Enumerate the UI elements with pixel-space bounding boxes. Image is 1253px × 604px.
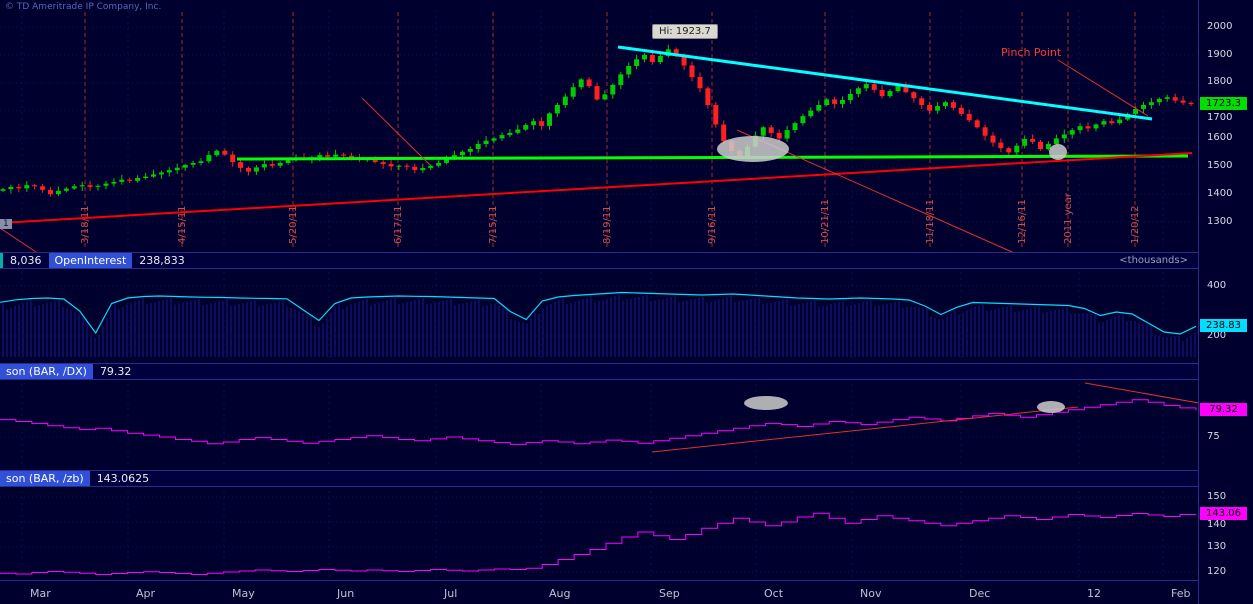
zb-tick: 140 (1207, 519, 1227, 530)
month-label: Sep (659, 587, 680, 600)
open-interest-study-label[interactable]: OpenInterest (48, 253, 133, 268)
price-tick: 1300 (1207, 216, 1233, 227)
highlight-ellipses[interactable] (717, 136, 1067, 413)
dx-comparison-series (0, 399, 1197, 445)
svg-text:7/15/11: 7/15/11 (488, 205, 499, 244)
zb-tick: 130 (1207, 541, 1227, 552)
volume-value: 8,036 (10, 254, 42, 267)
price-tick: 1900 (1207, 49, 1233, 60)
month-label: Apr (136, 587, 156, 600)
month-label: Mar (30, 587, 51, 600)
svg-text:8/19/11: 8/19/11 (602, 205, 613, 244)
grid-lines (0, 10, 1196, 577)
month-label: Feb (1171, 587, 1191, 600)
zb-comparison-statusbar: son (BAR, /zb) 143.0625 (0, 470, 1198, 487)
price-tick: 2000 (1207, 21, 1233, 32)
price-tick: 1600 (1207, 132, 1233, 143)
month-label: 12 (1087, 587, 1101, 600)
oi-tick: 400 (1207, 280, 1227, 291)
thousands-unit-note: <thousands> (1119, 255, 1188, 266)
month-label: Jun (337, 587, 355, 600)
svg-text:4/15/11: 4/15/11 (177, 205, 188, 244)
candlestick-series (0, 44, 1194, 197)
price-axis[interactable]: 2000 1900 1800 1700 1600 1500 1400 1300 … (1198, 0, 1253, 604)
price-tick: 1800 (1207, 76, 1233, 87)
panel-accent-mark (0, 253, 3, 268)
open-interest-statusbar: 8,036 OpenInterest 238,833 <thousands> (0, 252, 1198, 269)
zb-tick: 120 (1207, 566, 1227, 577)
dx-study-label[interactable]: son (BAR, /DX) (0, 364, 93, 379)
svg-text:1/20/12: 1/20/12 (1130, 205, 1141, 244)
rising-support-line[interactable] (0, 152, 1193, 224)
dx-comparison-statusbar: son (BAR, /DX) 79.32 (0, 363, 1198, 380)
oi-tick: 200 (1207, 330, 1227, 341)
dx-tick: 75 (1207, 431, 1220, 442)
svg-text:5/20/11: 5/20/11 (288, 205, 299, 244)
svg-text:6/17/11: 6/17/11 (393, 205, 404, 244)
svg-text:2011 year: 2011 year (1063, 192, 1074, 244)
zb-tick: 150 (1207, 491, 1227, 502)
downtrend-resistance-line[interactable] (617, 45, 1153, 121)
dx-value-badge: 79.32 (1200, 403, 1247, 416)
month-label: Dec (969, 587, 991, 600)
svg-text:3/18/11: 3/18/11 (80, 205, 91, 244)
copyright-text: © TD Ameritrade IP Company, Inc. (5, 2, 162, 12)
price-tick: 1700 (1207, 112, 1233, 123)
last-price-badge: 1723.3 (1200, 97, 1247, 110)
open-interest-value: 238,833 (139, 254, 185, 267)
month-label: Oct (764, 587, 784, 600)
svg-text:10/21/11: 10/21/11 (820, 199, 831, 244)
month-label: Nov (860, 587, 882, 600)
month-label: Jul (444, 587, 458, 600)
price-tick: 1500 (1207, 160, 1233, 171)
month-label: Aug (549, 587, 571, 600)
zb-comparison-series (0, 512, 1197, 575)
dx-study-value: 79.32 (99, 365, 132, 378)
time-axis[interactable]: Mar Apr May Jun Jul Aug Sep Oct Nov Dec … (0, 580, 1198, 604)
pinch-point-annotation[interactable]: Pinch Point (1001, 46, 1062, 59)
svg-text:9/16/11: 9/16/11 (707, 205, 718, 244)
zb-value-badge: 143.06 (1200, 507, 1247, 520)
zb-study-value: 143.0625 (96, 472, 150, 485)
month-label: May (232, 587, 255, 600)
high-price-callout: Hi: 1923.7 (652, 24, 718, 39)
expiration-date-lines: 3/18/11 4/15/11 5/20/11 6/17/11 7/15/11 8/19/… (80, 12, 1141, 248)
open-interest-badge: 238.83 (1200, 319, 1247, 332)
svg-text:11/18/11: 11/18/11 (925, 199, 936, 244)
zb-study-label[interactable]: son (BAR, /zb) (0, 471, 90, 486)
svg-text:12/16/11: 12/16/11 (1017, 199, 1028, 244)
price-tick: 1400 (1207, 188, 1233, 199)
horizontal-support-line[interactable] (236, 154, 1189, 161)
open-interest-series (0, 291, 1197, 357)
left-edge-price-label: 1 (0, 219, 12, 229)
